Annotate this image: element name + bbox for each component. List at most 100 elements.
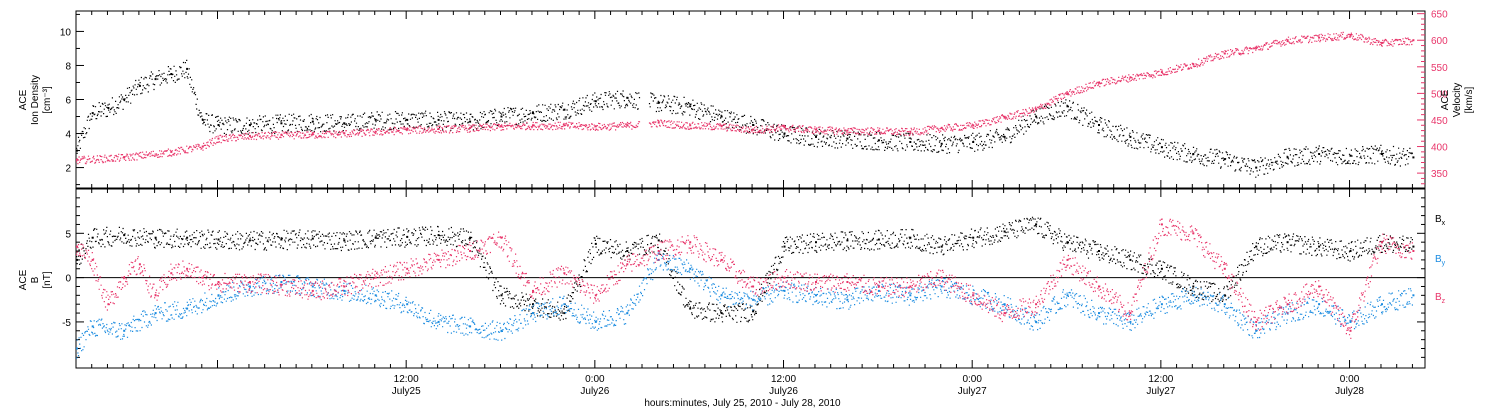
velocity-point bbox=[594, 125, 597, 128]
b-bz-point bbox=[107, 303, 110, 306]
b-by-point bbox=[437, 320, 440, 323]
right-tick-label: 550 bbox=[1431, 63, 1448, 74]
b-by-point bbox=[248, 285, 251, 288]
b-bx-point bbox=[752, 310, 755, 313]
b-by-point bbox=[374, 294, 377, 297]
b-by-point bbox=[532, 312, 534, 315]
x-tick-label: 12:00 bbox=[1148, 374, 1173, 385]
b-by-point bbox=[1098, 312, 1100, 315]
velocity-point bbox=[909, 130, 912, 133]
b-bz-point bbox=[846, 281, 849, 283]
b-bx-point bbox=[720, 312, 723, 315]
b-by-point bbox=[940, 285, 943, 288]
b-bz-point bbox=[1349, 329, 1352, 332]
b-by-point bbox=[846, 298, 849, 301]
x-tick-sublabel: July27 bbox=[958, 386, 987, 397]
b-by-point bbox=[1223, 303, 1226, 306]
right-tick-label: 400 bbox=[1431, 143, 1448, 154]
ion-density-point bbox=[532, 112, 534, 115]
b-bz-point bbox=[123, 276, 126, 279]
b-by-point bbox=[594, 320, 597, 323]
b-by-point bbox=[909, 294, 912, 297]
b-bz-point bbox=[374, 276, 377, 279]
left-tick-label: 4 bbox=[65, 130, 71, 141]
b-by-trace bbox=[76, 250, 1413, 359]
ion-density-point bbox=[1035, 115, 1038, 118]
ion-density-point bbox=[909, 141, 912, 143]
b-by-point bbox=[123, 329, 126, 332]
left-tick-label: 10 bbox=[60, 27, 72, 38]
b-bz-point bbox=[91, 258, 94, 261]
velocity-series bbox=[76, 31, 1415, 165]
b-bx-point bbox=[248, 239, 251, 242]
b-by-point bbox=[343, 289, 346, 292]
b-bx-point bbox=[186, 236, 189, 239]
ion-density-point bbox=[201, 118, 204, 121]
b-bx-point bbox=[783, 245, 786, 248]
b-bz-point bbox=[689, 241, 692, 244]
x-tick-sublabel: July28 bbox=[1335, 386, 1364, 397]
velocity-point bbox=[1286, 39, 1289, 42]
b-bz-point bbox=[940, 276, 943, 279]
b-by-point bbox=[1255, 329, 1258, 332]
legend-y: By bbox=[1435, 254, 1446, 267]
b-by-point bbox=[154, 312, 157, 315]
b-by-point bbox=[1129, 320, 1132, 323]
b-bz-point bbox=[594, 294, 597, 297]
left-tick-label: 2 bbox=[65, 164, 71, 175]
b-bz-point bbox=[1412, 250, 1415, 252]
x-tick-sublabel: July26 bbox=[580, 386, 609, 397]
b-by-point bbox=[280, 281, 283, 283]
b-bz-trace bbox=[76, 218, 1413, 339]
b-bz-point bbox=[406, 267, 409, 270]
b-bx-series bbox=[76, 216, 1415, 323]
ion-density-point bbox=[877, 139, 880, 142]
b-bz-point bbox=[752, 285, 755, 288]
ion-density-point bbox=[1381, 153, 1383, 155]
velocity-point bbox=[1003, 116, 1006, 119]
b-bx-point bbox=[909, 236, 912, 239]
velocity-point bbox=[500, 125, 503, 128]
velocity-point bbox=[1381, 41, 1383, 44]
b-by-point bbox=[783, 289, 786, 292]
top-panel-frame bbox=[75, 10, 1426, 189]
right-tick-label: 650 bbox=[1431, 10, 1448, 21]
x-tick-label: 12:00 bbox=[771, 374, 796, 385]
b-by-point bbox=[406, 303, 409, 306]
ion-density-series bbox=[76, 59, 1415, 178]
b-bz-point bbox=[532, 289, 534, 292]
velocity-point bbox=[626, 124, 629, 127]
b-bx-point bbox=[1318, 245, 1321, 248]
b-bx-point bbox=[76, 258, 78, 261]
ion-density-point bbox=[1286, 156, 1289, 159]
right-axis-title-line: Velocity bbox=[1452, 83, 1463, 117]
b-bx-point bbox=[1066, 241, 1069, 244]
b-by-point bbox=[76, 347, 78, 350]
left-axis-title-line: ACE bbox=[18, 89, 29, 110]
x-tick-label: 12:00 bbox=[394, 374, 419, 385]
velocity-point bbox=[657, 121, 660, 124]
b-axis-title-line: ACE bbox=[18, 269, 29, 290]
x-tick-label: 0:00 bbox=[585, 374, 605, 385]
b-bx-point bbox=[1412, 245, 1415, 248]
b-bx-point bbox=[1098, 250, 1100, 252]
b-bx-trace bbox=[76, 216, 1413, 323]
b-bz-point bbox=[201, 276, 204, 279]
x-tick-label: 0:00 bbox=[1340, 374, 1360, 385]
b-bz-point bbox=[1129, 312, 1132, 315]
ion-density-point bbox=[91, 112, 94, 115]
velocity-point bbox=[217, 137, 220, 140]
ion-density-point bbox=[1066, 105, 1069, 108]
ion-density-trace bbox=[76, 59, 1413, 178]
b-bx-point bbox=[1192, 285, 1195, 288]
b-bx-point bbox=[343, 239, 346, 242]
b-bz-point bbox=[626, 263, 629, 266]
ion-density-point bbox=[437, 118, 440, 121]
b-bx-point bbox=[940, 245, 943, 248]
b-bz-point bbox=[1223, 267, 1226, 270]
legend-subscript: z bbox=[1442, 298, 1446, 305]
ion-density-point bbox=[626, 96, 629, 99]
b-bx-point bbox=[1003, 230, 1006, 233]
b-bx-point bbox=[311, 237, 314, 240]
velocity-point bbox=[846, 129, 849, 132]
